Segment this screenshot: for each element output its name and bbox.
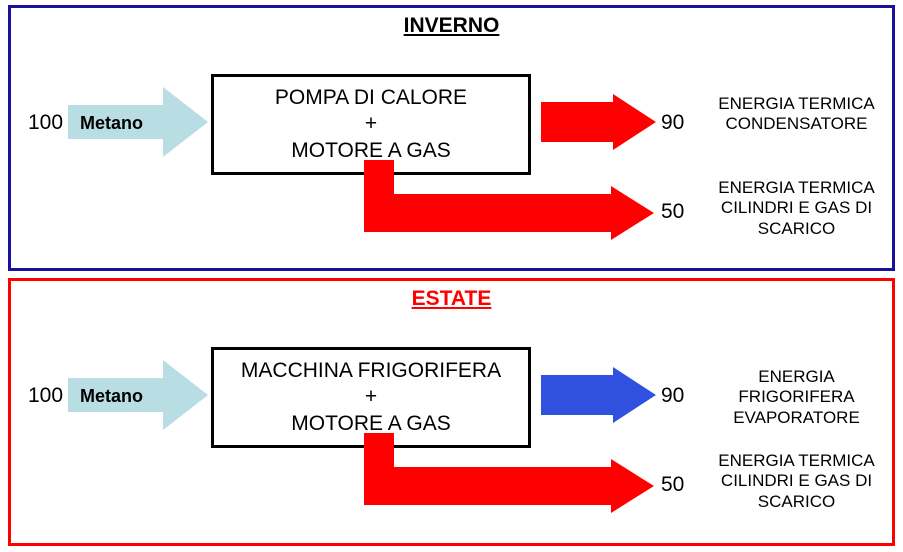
arrow-right-icon bbox=[541, 94, 656, 150]
winter-input-label: Metano bbox=[80, 113, 143, 134]
summer-out2-value: 50 bbox=[661, 473, 684, 497]
winter-out2-label: ENERGIA TERMICA CILINDRI E GAS DI SCARIC… bbox=[704, 178, 889, 239]
winter-out2-value: 50 bbox=[661, 200, 684, 224]
box-line: + bbox=[218, 384, 524, 410]
summer-input-value: 100 bbox=[28, 384, 63, 408]
winter-section: INVERNO 100 Metano POMPA DI CALORE + MOT… bbox=[8, 5, 895, 271]
winter-input-value: 100 bbox=[28, 111, 63, 135]
elbow-arrow-icon bbox=[364, 160, 654, 250]
box-line: POMPA DI CALORE bbox=[218, 85, 524, 111]
winter-out1-value: 90 bbox=[661, 111, 684, 135]
arrow-right-icon bbox=[541, 367, 656, 423]
box-line: + bbox=[218, 111, 524, 137]
summer-out1-label: ENERGIA FRIGORIFERA EVAPORATORE bbox=[704, 367, 889, 428]
box-line: MACCHINA FRIGORIFERA bbox=[218, 358, 524, 384]
summer-out2-label: ENERGIA TERMICA CILINDRI E GAS DI SCARIC… bbox=[704, 451, 889, 512]
summer-out1-value: 90 bbox=[661, 384, 684, 408]
winter-title: INVERNO bbox=[404, 14, 500, 38]
summer-input-label: Metano bbox=[80, 386, 143, 407]
winter-out1-label: ENERGIA TERMICA CONDENSATORE bbox=[704, 94, 889, 135]
elbow-arrow-icon bbox=[364, 433, 654, 523]
summer-section: ESTATE 100 Metano MACCHINA FRIGORIFERA +… bbox=[8, 278, 895, 546]
summer-title: ESTATE bbox=[412, 287, 492, 311]
